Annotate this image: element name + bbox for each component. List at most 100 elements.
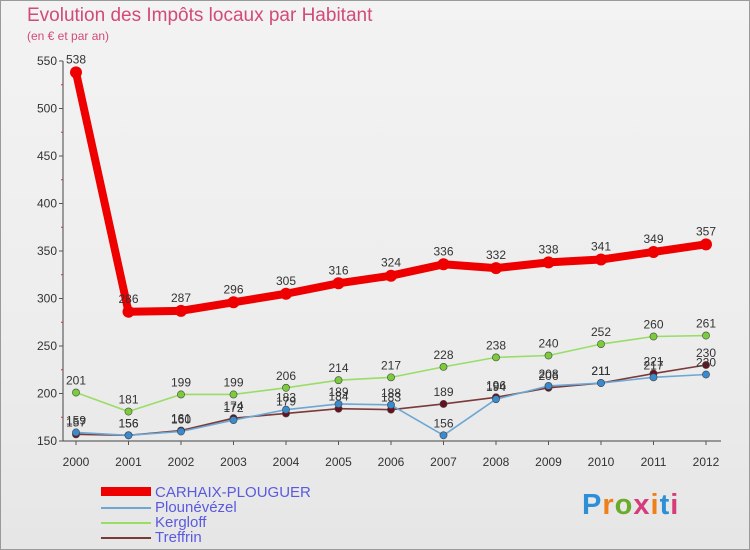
data-label: 157 [66, 415, 86, 429]
data-label: 174 [223, 399, 243, 413]
data-point [177, 390, 185, 399]
data-point [647, 245, 660, 258]
logo-letter: i [670, 489, 680, 521]
data-label: 217 [381, 358, 401, 372]
data-point [124, 407, 133, 416]
y-tick-label: 350 [37, 244, 57, 258]
data-label: 183 [276, 391, 296, 405]
data-label: 194 [486, 380, 506, 394]
logo-letter: r [602, 489, 615, 521]
data-label: 324 [381, 256, 401, 270]
data-label: 181 [118, 393, 138, 407]
data-point [492, 353, 500, 362]
data-point [334, 400, 343, 408]
legend-item: Kergloff [99, 514, 359, 531]
chart-title: Evolution des Impôts locaux par Habitant [27, 5, 373, 26]
x-tick-label: 2012 [693, 455, 720, 469]
data-point [439, 431, 448, 440]
data-point [332, 277, 345, 290]
data-point [282, 405, 290, 414]
legend: CARHAIX-PLOUGUER Plounévézel Kergloff Treff… [99, 484, 359, 546]
x-tick-label: 2011 [641, 455, 667, 469]
y-tick-label: 200 [37, 387, 57, 401]
data-label: 240 [538, 337, 558, 351]
data-point [122, 305, 135, 318]
data-point [124, 431, 133, 440]
legend-label: Kergloff [155, 514, 207, 531]
data-point [597, 340, 605, 348]
data-label: 296 [223, 282, 243, 296]
data-label: 184 [328, 390, 348, 404]
legend-label: CARHAIX-PLOUGUER [155, 484, 311, 501]
legend-item: Plounévézel [99, 499, 359, 516]
data-label: 199 [223, 375, 243, 389]
data-label: 160 [171, 413, 191, 427]
x-tick-label: 2002 [168, 455, 195, 469]
legend-label: Plounévézel [155, 499, 237, 516]
data-point [229, 416, 238, 424]
data-point [385, 269, 397, 282]
data-label: 179 [276, 394, 296, 408]
logo-letter: x [633, 489, 651, 521]
data-label: 538 [66, 52, 86, 66]
data-label: 305 [276, 274, 296, 288]
x-tick-label: 2003 [220, 455, 247, 469]
legend-swatch [101, 537, 151, 539]
data-point [702, 331, 710, 340]
data-label: 183 [381, 391, 401, 405]
data-label: 220 [696, 356, 716, 370]
data-label: 156 [118, 416, 138, 430]
chart-subtitle: (en € et par an) [27, 29, 110, 43]
data-label: 332 [486, 248, 506, 262]
data-label: 189 [433, 385, 453, 399]
proxiti-logo: Proxiti [582, 489, 679, 522]
data-point [227, 296, 240, 309]
y-tick-label: 400 [37, 197, 57, 211]
data-label: 214 [328, 361, 348, 375]
data-label: 189 [328, 385, 348, 399]
data-point [702, 370, 710, 379]
data-point [597, 379, 605, 387]
data-point [649, 332, 658, 341]
data-label: 221 [643, 355, 663, 369]
data-point [542, 256, 555, 269]
axes: 150 200 250 300 350 400 450 500 550 2000 2001 2002 2… [37, 54, 721, 469]
data-point [702, 361, 710, 369]
data-label: 208 [538, 367, 558, 381]
legend-label: Treffrin [155, 529, 202, 546]
data-labels: 538 286 287 296 305 316 324 336 332 338 341 349 357 1… [66, 52, 716, 430]
data-point [282, 383, 290, 392]
data-label: 349 [643, 232, 663, 246]
data-point [649, 373, 658, 382]
data-point [544, 381, 553, 390]
legend-swatch [101, 507, 151, 509]
y-tick-label: 450 [37, 149, 57, 163]
data-label: 199 [171, 375, 191, 389]
data-label: 217 [643, 358, 663, 372]
data-label: 201 [66, 374, 86, 388]
data-label: 206 [538, 369, 558, 383]
legend-item: CARHAIX-PLOUGUER [99, 484, 359, 501]
data-label: 261 [696, 317, 716, 331]
data-label: 252 [591, 325, 611, 339]
data-label: 228 [433, 348, 453, 362]
data-label: 260 [643, 318, 663, 332]
data-point [492, 395, 500, 404]
data-label: 316 [328, 263, 348, 277]
data-label: 230 [696, 346, 716, 360]
data-label: 211 [591, 364, 610, 378]
x-tick-label: 2010 [588, 455, 615, 469]
data-label: 238 [486, 338, 506, 352]
data-label: 156 [433, 416, 453, 430]
data-point [544, 351, 553, 360]
data-label: 156 [118, 416, 138, 430]
data-label: 196 [486, 378, 506, 392]
data-point [387, 400, 395, 409]
y-tick-label: 150 [37, 434, 57, 448]
data-label: 338 [538, 242, 558, 256]
data-label: 286 [118, 292, 138, 306]
data-point [595, 253, 607, 266]
series-points [70, 66, 712, 440]
